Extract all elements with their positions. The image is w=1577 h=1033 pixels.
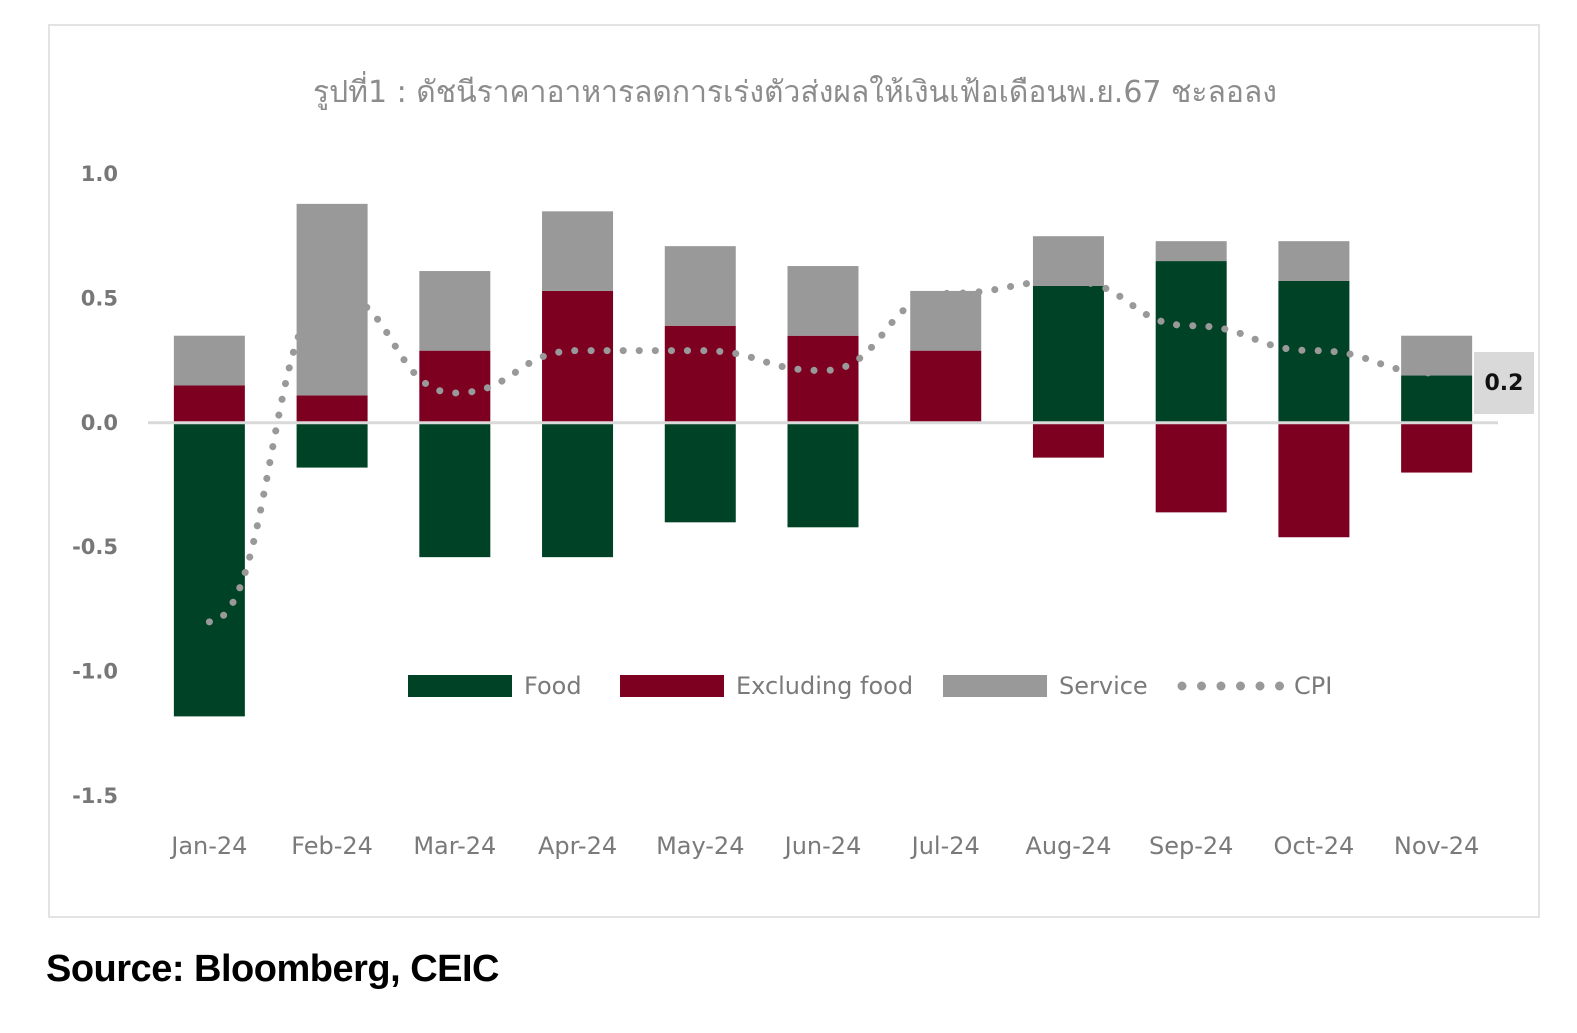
bar-food-mar-24	[419, 422, 491, 558]
bar-food-jun-24	[787, 422, 859, 528]
x-tick-label: Apr-24	[538, 832, 617, 860]
bar-service-oct-24	[1278, 241, 1350, 281]
x-tick-label: Feb-24	[291, 832, 373, 860]
legend-label-service: Service	[1059, 672, 1148, 700]
bar-food-apr-24	[542, 422, 614, 558]
legend-swatch-service	[943, 675, 1047, 697]
bar-excluding-food-mar-24	[419, 350, 491, 423]
x-tick-label: Aug-24	[1025, 832, 1111, 860]
legend-dot-cpi	[1255, 681, 1265, 691]
y-tick-label: 1.0	[81, 162, 118, 186]
callout-box	[1474, 352, 1534, 414]
bar-food-nov-24	[1401, 375, 1473, 423]
bar-service-jan-24	[173, 335, 245, 386]
x-tick-label: Oct-24	[1274, 832, 1355, 860]
bar-service-jun-24	[787, 266, 859, 336]
x-tick-label: Jun-24	[783, 832, 862, 860]
legend-swatch-food	[408, 675, 512, 697]
y-tick-label: 0.0	[81, 411, 118, 435]
legend-swatch-excluding-food	[620, 675, 724, 697]
bar-service-aug-24	[1032, 236, 1104, 286]
bar-food-feb-24	[296, 422, 368, 468]
bar-food-sep-24	[1155, 261, 1227, 423]
y-tick-label: -0.5	[72, 535, 118, 559]
x-tick-label: May-24	[656, 832, 744, 860]
bar-service-jul-24	[910, 290, 982, 351]
y-tick-label: -1.5	[72, 784, 118, 808]
legend-dot-cpi	[1275, 681, 1284, 691]
y-axis: 1.0 0.5 0.0 -0.5 -1.0 -1.5	[72, 162, 118, 808]
source-note: Source: Bloomberg, CEIC	[46, 948, 500, 990]
bar-excluding-food-jan-24	[173, 385, 245, 423]
bar-service-mar-24	[419, 271, 491, 351]
legend-label-excluding-food: Excluding food	[736, 672, 913, 700]
bar-excluding-food-apr-24	[542, 290, 614, 423]
legend-dot-cpi	[1197, 681, 1206, 691]
bar-excluding-food-feb-24	[296, 395, 368, 423]
bar-service-apr-24	[542, 211, 614, 291]
bar-service-sep-24	[1155, 241, 1227, 262]
bar-excluding-food-jun-24	[787, 335, 859, 423]
cpi-line	[205, 277, 1441, 626]
bar-excluding-food-may-24	[664, 325, 736, 423]
bar-food-jan-24	[173, 422, 245, 717]
legend-label-cpi: CPI	[1294, 672, 1332, 700]
callout-label: 0.2	[1485, 371, 1524, 396]
legend-dot-cpi	[1236, 681, 1245, 691]
bar-food-may-24	[664, 422, 736, 523]
cpi-callout: 0.2	[1474, 352, 1534, 414]
bar-service-may-24	[664, 246, 736, 326]
chart-svg: รูปที่1 : ดัชนีราคาอาหารลดการเร่งตัวส่งผ…	[72, 71, 1534, 860]
bar-excluding-food-nov-24	[1401, 422, 1473, 473]
x-tick-label: Jul-24	[910, 832, 980, 860]
y-tick-label: -1.0	[72, 660, 118, 684]
bars	[173, 203, 1473, 717]
bar-excluding-food-jul-24	[910, 350, 982, 423]
bar-food-aug-24	[1032, 285, 1104, 423]
x-tick-label: Sep-24	[1149, 832, 1233, 860]
x-tick-label: Mar-24	[413, 832, 496, 860]
legend-label-food: Food	[524, 672, 582, 700]
legend: Food Excluding food Service CPI	[408, 672, 1332, 700]
bar-excluding-food-oct-24	[1278, 422, 1350, 538]
bar-excluding-food-aug-24	[1032, 422, 1104, 458]
chart-title: รูปที่1 : ดัชนีราคาอาหารลดการเร่งตัวส่งผ…	[313, 71, 1277, 110]
x-tick-label: Jan-24	[169, 832, 247, 860]
legend-dot-cpi	[1216, 681, 1226, 691]
bar-food-oct-24	[1278, 280, 1350, 423]
y-tick-label: 0.5	[81, 286, 118, 310]
x-axis: Jan-24 Feb-24 Mar-24 Apr-24 May-24 Jun-24 Jul-…	[169, 832, 1479, 860]
legend-dot-cpi	[1177, 681, 1187, 691]
x-tick-label: Nov-24	[1394, 832, 1479, 860]
chart-frame: รูปที่1 : ดัชนีราคาอาหารลดการเร่งตัวส่งผ…	[48, 24, 1540, 918]
bar-excluding-food-sep-24	[1155, 422, 1227, 513]
